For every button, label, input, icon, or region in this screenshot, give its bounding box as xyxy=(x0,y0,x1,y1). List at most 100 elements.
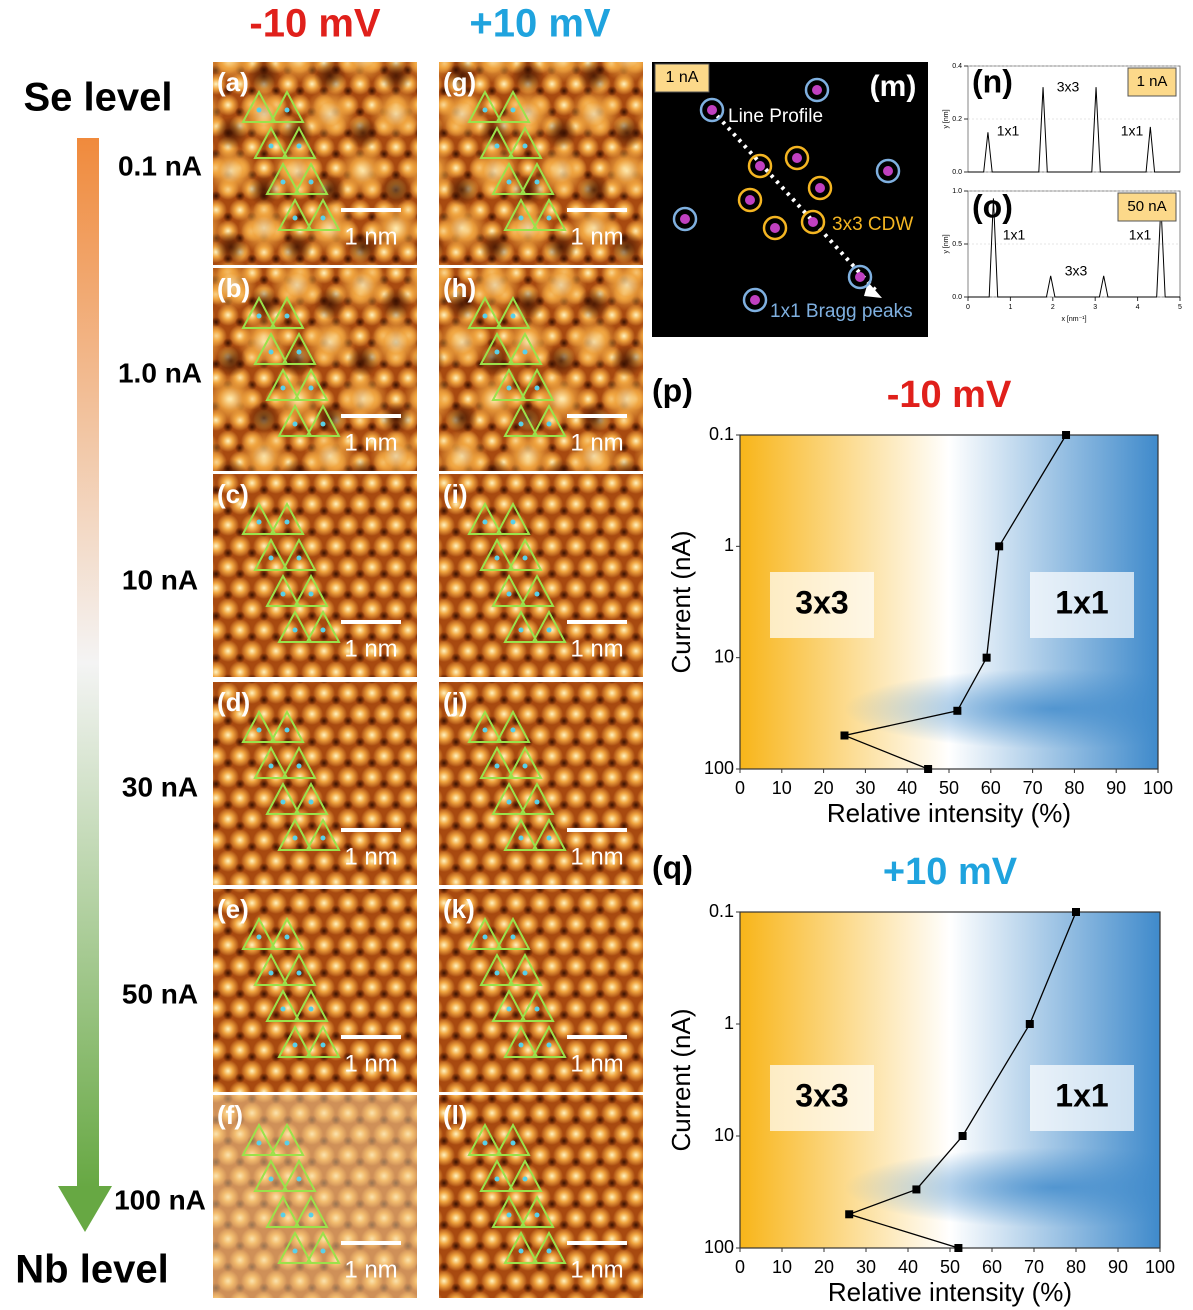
x-tick-label: 20 xyxy=(814,1257,834,1277)
lattice-atom xyxy=(495,350,500,355)
panel-label: (g) xyxy=(443,67,476,97)
lattice-atom xyxy=(297,764,302,769)
panel-label: (q) xyxy=(652,849,693,885)
fft-spot xyxy=(815,183,825,193)
data-point xyxy=(841,731,849,739)
stm-panel: (f)1 nm xyxy=(213,1095,417,1298)
lattice-atom xyxy=(297,971,302,976)
lattice-atom xyxy=(309,592,314,597)
fft-spot xyxy=(750,295,760,305)
panel-label: (a) xyxy=(217,67,249,97)
lattice-atom xyxy=(285,728,290,733)
x-tick-label: 0 xyxy=(966,304,970,311)
fft-spot xyxy=(755,161,765,171)
x-axis-label: Relative intensity (%) xyxy=(828,1277,1072,1307)
lattice-atom xyxy=(257,520,262,525)
lattice-atom xyxy=(293,1043,298,1048)
current-label: 100 nA xyxy=(114,1184,206,1215)
y-axis-label: y [nm] xyxy=(943,109,950,128)
lattice-atom xyxy=(269,971,274,976)
lattice-atom xyxy=(523,764,528,769)
lattice-atom xyxy=(285,935,290,940)
lattice-atom xyxy=(309,386,314,391)
lattice-atom xyxy=(519,216,524,221)
lattice-atom xyxy=(309,180,314,185)
lattice-atom xyxy=(511,314,516,319)
lattice-atom xyxy=(281,386,286,391)
lattice-atom xyxy=(483,728,488,733)
x-tick-label: 40 xyxy=(898,1257,918,1277)
fft-image xyxy=(652,62,928,337)
lattice-atom xyxy=(495,144,500,149)
lattice-atom xyxy=(321,1043,326,1048)
lattice-atom xyxy=(535,800,540,805)
current-label: 1.0 nA xyxy=(118,357,202,388)
data-point xyxy=(912,1185,920,1193)
lattice-atom xyxy=(535,1007,540,1012)
figure: -10 mV +10 mV Se level Nb level (a)1 nm(… xyxy=(0,0,1193,1310)
stm-panel: (a)1 nm xyxy=(213,62,417,265)
data-point xyxy=(1062,431,1070,439)
lattice-atom xyxy=(523,1177,528,1182)
lattice-atom xyxy=(511,108,516,113)
lattice-atom xyxy=(281,800,286,805)
data-point xyxy=(845,1210,853,1218)
lattice-atom xyxy=(519,1043,524,1048)
lattice-atom xyxy=(321,216,326,221)
annotation: 3x3 xyxy=(795,1077,848,1113)
y-tick-label: 0.2 xyxy=(952,116,962,123)
lattice-atom xyxy=(523,556,528,561)
y-tick-label: 1 xyxy=(724,535,734,555)
lattice-atom xyxy=(285,1141,290,1146)
column-title: -10 mV xyxy=(249,2,380,46)
annotation: 1x1 xyxy=(1055,1077,1108,1113)
lattice-atom xyxy=(257,314,262,319)
cdw-label: 3x3 CDW xyxy=(832,214,913,235)
x-tick-label: 60 xyxy=(981,778,1001,798)
lattice-atom xyxy=(285,108,290,113)
y-tick-label: 10 xyxy=(714,646,734,666)
data-point xyxy=(953,707,961,715)
lattice-atom xyxy=(257,108,262,113)
chart: 0.00.20.41x13x31x1(n)1 nAy [nm] xyxy=(943,63,1180,176)
lattice-atom xyxy=(269,556,274,561)
stm-panel: (h)1 nm xyxy=(439,268,643,471)
lattice-atom xyxy=(285,520,290,525)
fft-panel: 1 nA (m) Line Profile 3x3 CDW 1x1 Bragg … xyxy=(652,62,928,337)
lattice-atom xyxy=(309,800,314,805)
lattice-atom xyxy=(547,422,552,427)
x-tick-label: 90 xyxy=(1106,778,1126,798)
lattice-atom xyxy=(321,836,326,841)
current-label: 30 nA xyxy=(122,771,198,802)
lattice-atom xyxy=(483,1141,488,1146)
annotation: 1x1 xyxy=(1129,227,1152,243)
x-tick-label: 30 xyxy=(856,1257,876,1277)
profile-label: Line Profile xyxy=(728,106,823,127)
fft-spot xyxy=(855,272,865,282)
y-axis-label: Current (nA) xyxy=(666,1008,696,1151)
lattice-atom xyxy=(507,1213,512,1218)
panel-label: (m) xyxy=(870,70,917,103)
lattice-atom xyxy=(293,836,298,841)
stm-panel: (l)1 nm xyxy=(439,1095,643,1298)
lattice-atom xyxy=(511,520,516,525)
lattice-atom xyxy=(281,1007,286,1012)
fft-spot xyxy=(680,214,690,224)
annotation: 1x1 xyxy=(1055,584,1108,620)
stm-panel: (g)1 nm xyxy=(439,62,643,265)
panel-label: (p) xyxy=(652,372,693,408)
lattice-atom xyxy=(293,628,298,633)
annotation: 3x3 xyxy=(1065,263,1088,279)
x-tick-label: 50 xyxy=(939,778,959,798)
y-tick-label: 1.0 xyxy=(952,188,962,195)
lattice-atom xyxy=(483,520,488,525)
lattice-atom xyxy=(507,180,512,185)
lattice-atom xyxy=(535,1213,540,1218)
column-title: +10 mV xyxy=(469,2,611,46)
fft-spot xyxy=(883,166,893,176)
x-tick-label: 70 xyxy=(1023,778,1043,798)
x-tick-label: 10 xyxy=(772,1257,792,1277)
lattice-atom xyxy=(507,592,512,597)
lattice-atom xyxy=(483,314,488,319)
x-tick-label: 60 xyxy=(982,1257,1002,1277)
